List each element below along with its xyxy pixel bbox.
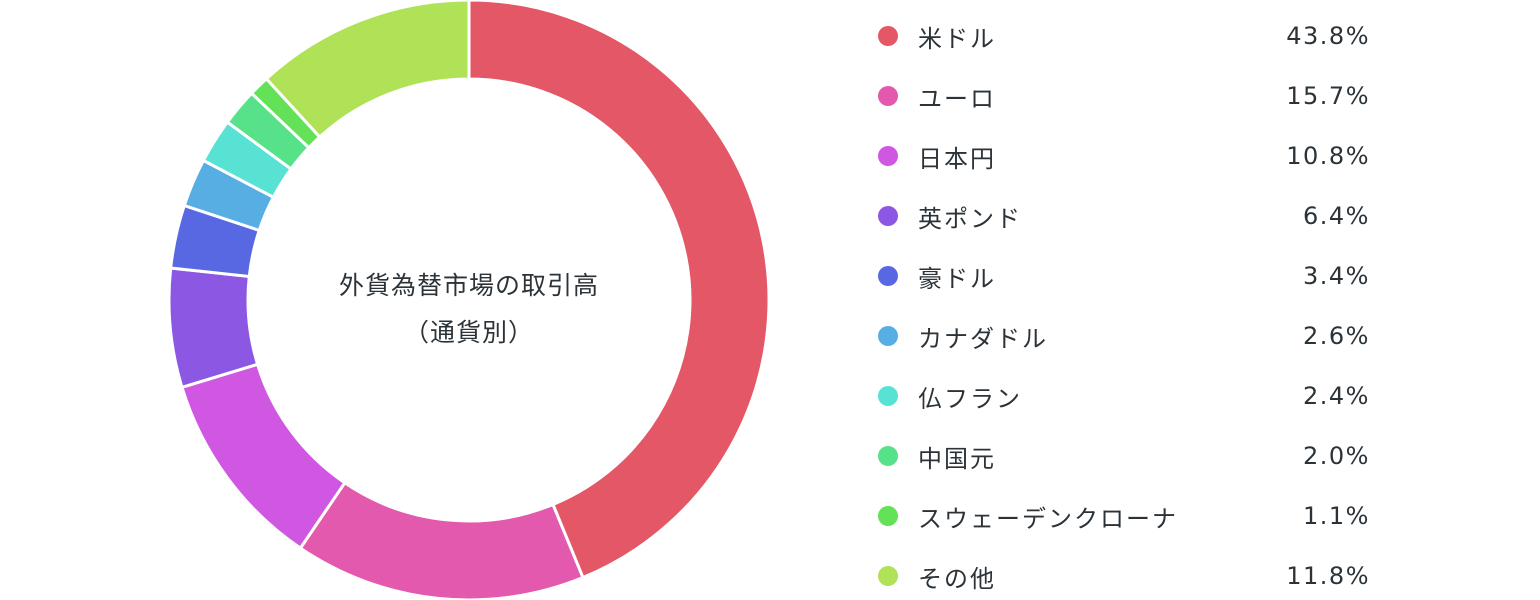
legend-value: 2.4% — [1303, 382, 1370, 410]
legend-item[interactable]: スウェーデンクローナ 1.1% — [876, 496, 1370, 536]
legend-item[interactable]: 仏フラン 2.4% — [876, 376, 1370, 416]
legend-swatch — [878, 506, 898, 526]
legend-value: 3.4% — [1303, 262, 1370, 290]
legend-item[interactable]: その他 11.8% — [876, 556, 1370, 596]
legend-value: 1.1% — [1303, 502, 1370, 530]
legend-swatch — [878, 386, 898, 406]
legend-item[interactable]: カナダドル 2.6% — [876, 316, 1370, 356]
legend-label: ユーロ — [918, 84, 996, 113]
legend-item[interactable]: 英ポンド 6.4% — [876, 196, 1370, 236]
legend-swatch — [878, 266, 898, 286]
legend-value: 10.8% — [1286, 142, 1370, 170]
legend-value: 43.8% — [1286, 22, 1370, 50]
legend-value: 2.6% — [1303, 322, 1370, 350]
donut-slice-3[interactable] — [167, 266, 260, 390]
legend-value: 15.7% — [1286, 82, 1370, 110]
legend-item[interactable]: 中国元 2.0% — [876, 436, 1370, 476]
legend-label: 日本円 — [918, 144, 996, 173]
legend-item[interactable]: 日本円 10.8% — [876, 136, 1370, 176]
donut-slice-9[interactable] — [264, 0, 471, 140]
legend-label: 中国元 — [918, 444, 996, 473]
legend-value: 2.0% — [1303, 442, 1370, 470]
legend-item[interactable]: 豪ドル 3.4% — [876, 256, 1370, 296]
legend-label: 仏フラン — [918, 384, 1022, 413]
legend-label: 米ドル — [918, 24, 996, 53]
legend-label: スウェーデンクローナ — [918, 504, 1178, 533]
legend-swatch — [878, 566, 898, 586]
legend-swatch — [878, 146, 898, 166]
donut-slice-2[interactable] — [180, 362, 347, 551]
chart-title-line-1: 外貨為替市場の取引高 — [338, 271, 599, 300]
legend-value: 6.4% — [1303, 202, 1370, 230]
legend-label: その他 — [918, 564, 996, 593]
legend-swatch — [878, 86, 898, 106]
legend-swatch — [878, 326, 898, 346]
legend-swatch — [878, 26, 898, 46]
legend-swatch — [878, 206, 898, 226]
donut-chart — [167, 0, 771, 600]
donut-slice-0[interactable] — [467, 0, 771, 580]
legend-label: カナダドル — [918, 324, 1048, 353]
chart-title-line-2: （通貨別） — [403, 318, 534, 347]
legend-label: 豪ドル — [918, 264, 996, 293]
donut-slice-1[interactable] — [298, 480, 585, 600]
legend-label: 英ポンド — [918, 204, 1022, 233]
legend-value: 11.8% — [1286, 562, 1370, 590]
legend-item[interactable]: ユーロ 15.7% — [876, 76, 1370, 116]
legend-swatch — [878, 446, 898, 466]
legend-item[interactable]: 米ドル 43.8% — [876, 16, 1370, 56]
